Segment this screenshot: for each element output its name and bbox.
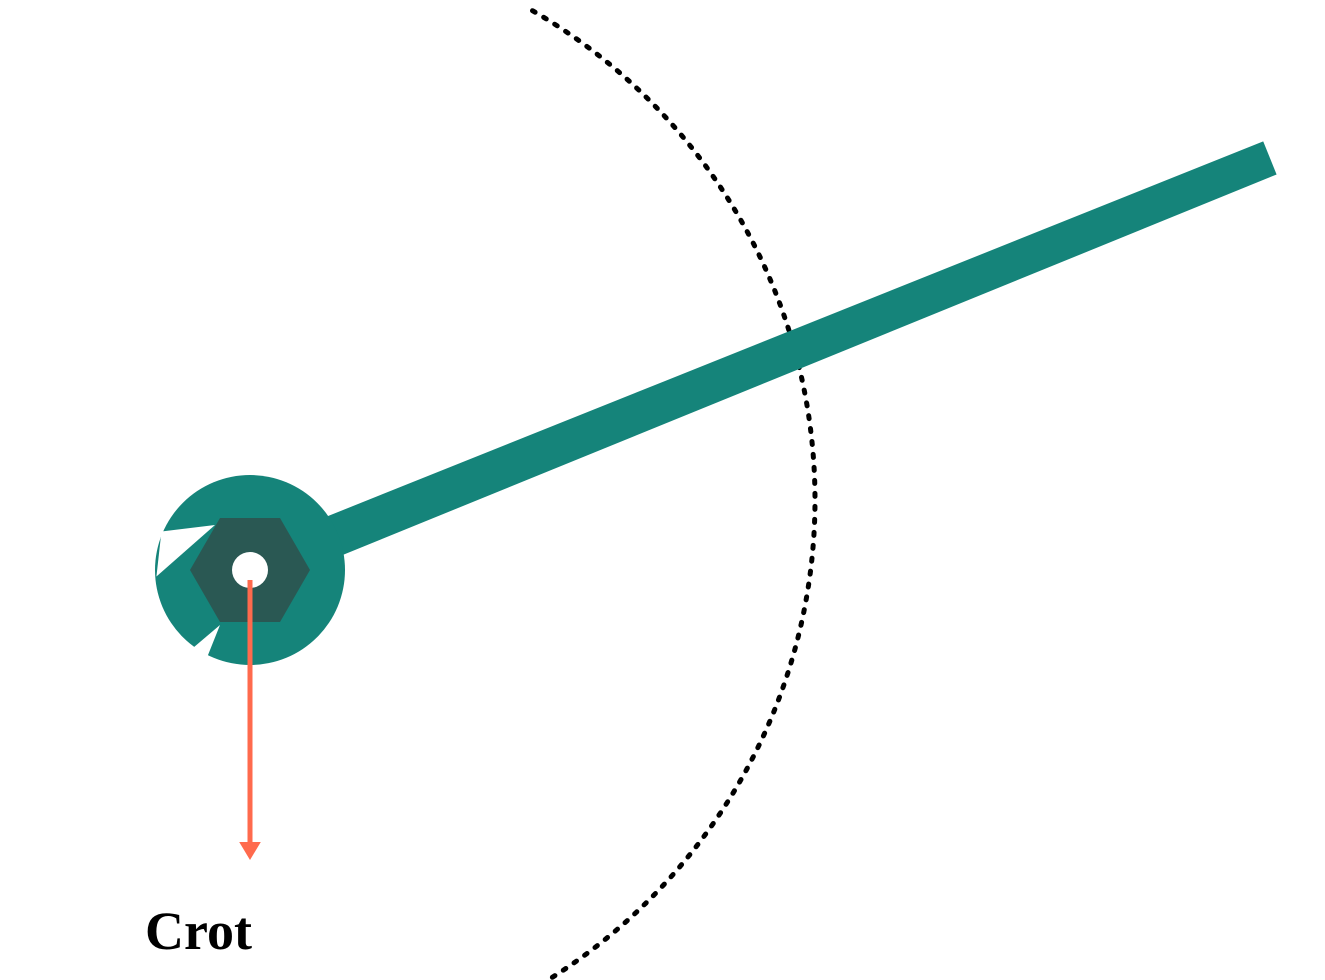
torque-diagram <box>0 0 1325 980</box>
rotation-arc <box>443 11 815 980</box>
pointer-arrow-head <box>239 842 261 860</box>
wrench-handle <box>269 141 1277 578</box>
crot-label: Crot <box>145 900 252 962</box>
wrench <box>153 141 1276 721</box>
